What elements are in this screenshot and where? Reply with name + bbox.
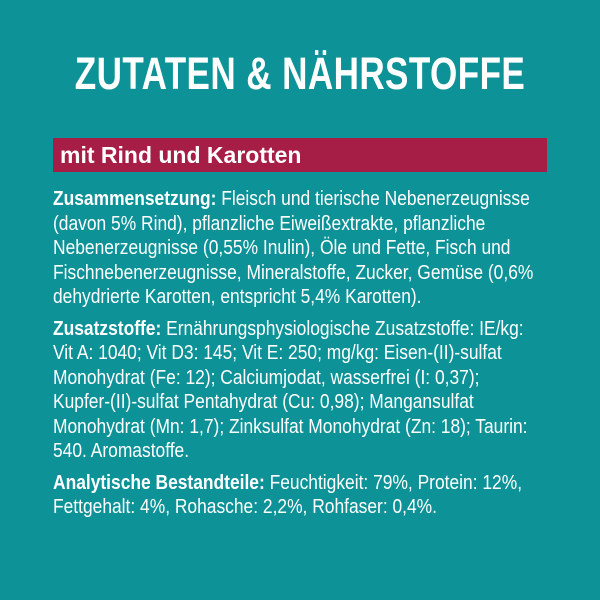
paragraph-label: Zusammensetzung: <box>53 188 222 210</box>
page-title: ZUTATEN & NÄHRSTOFFE <box>74 48 526 99</box>
variant-banner: mit Rind und Karotten <box>53 138 547 172</box>
paragraph-label: Analytische Bestandteile: <box>53 471 270 494</box>
paragraph-label: Zusatzstoffe: <box>53 317 167 340</box>
ingredients-paragraph: Analytische Bestandteile: Feuchtigkeit: … <box>53 471 523 519</box>
ingredients-text-block: Zusammensetzung: Fleisch und tierische N… <box>53 187 558 527</box>
variant-banner-label: mit Rind und Karotten <box>60 142 302 168</box>
ingredients-paragraph: Zusatzstoffe: Ernährungsphysiologische Z… <box>53 317 528 463</box>
ingredients-paragraph: Zusammensetzung: Fleisch und tierische N… <box>53 188 534 308</box>
